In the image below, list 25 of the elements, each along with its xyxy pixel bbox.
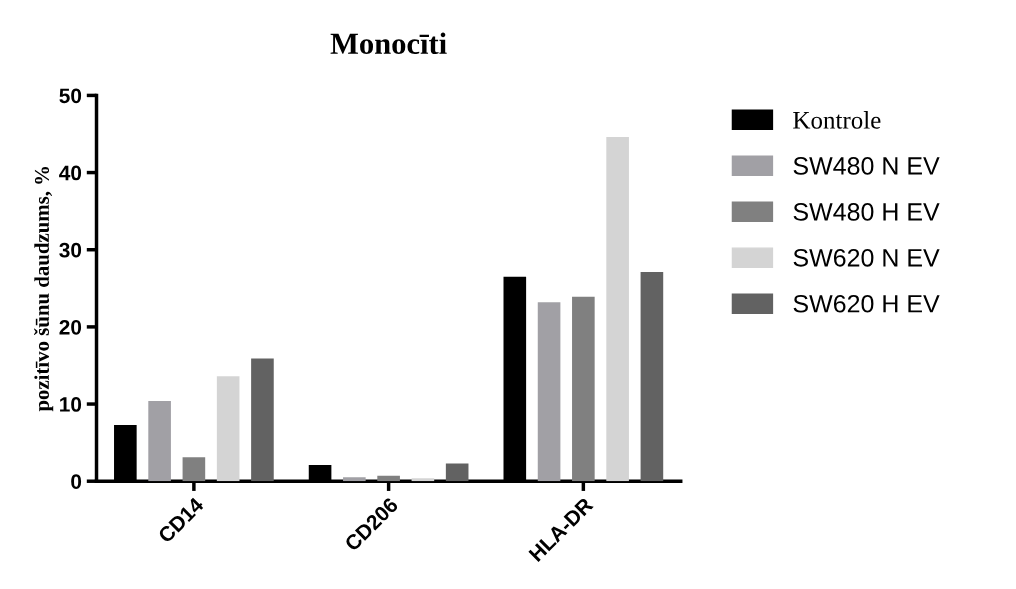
y-tick-label: 50 (59, 88, 82, 104)
chart-title: Monocīti (330, 32, 447, 55)
legend-label: Kontrole (793, 111, 881, 129)
bar (537, 302, 561, 482)
legend-label: SW480 N EV (793, 157, 940, 175)
bar (377, 475, 400, 482)
bar (251, 358, 274, 482)
bar (445, 463, 469, 482)
y-axis-title: pozitīvo šūnu daudzums, % (34, 166, 54, 412)
y-tick-label: 0 (71, 474, 82, 489)
bar (343, 477, 366, 482)
legend-label: SW480 H EV (793, 203, 940, 221)
legend-label: SW620 H EV (793, 294, 940, 313)
y-tick-label: 30 (59, 242, 82, 258)
bar (182, 457, 206, 482)
bar (640, 272, 664, 482)
y-tick-label: 20 (59, 319, 82, 335)
y-tick-label: 10 (60, 397, 82, 412)
bar (216, 376, 240, 482)
bar (572, 296, 595, 482)
bar (411, 478, 435, 482)
legend-label: SW620 N EV (793, 248, 940, 267)
bar (148, 400, 171, 482)
y-tick-label: 40 (59, 165, 82, 181)
bar (606, 137, 629, 482)
